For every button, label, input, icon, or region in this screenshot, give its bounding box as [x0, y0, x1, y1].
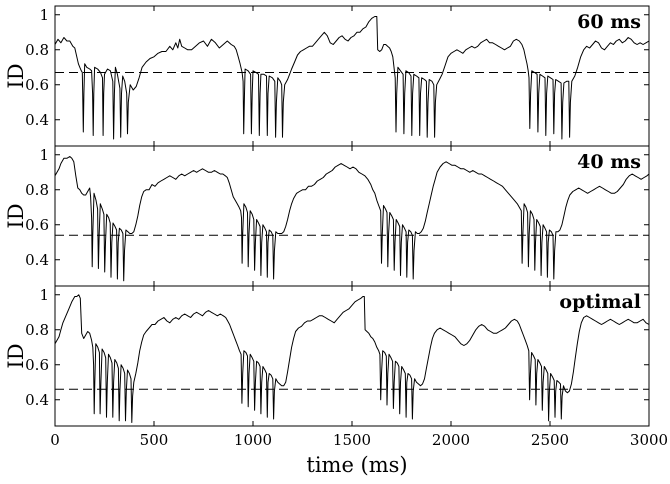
- y-tick-label: 0.8: [25, 41, 49, 59]
- y-tick-label: 0.4: [25, 391, 49, 409]
- y-tick-label: 0.8: [25, 321, 49, 339]
- y-axis-title: ID: [4, 203, 28, 228]
- y-axis-title: ID: [4, 63, 28, 88]
- x-axis-title: time (ms): [306, 453, 407, 477]
- panel-2: 0.4 0.6 0.8 1 ID optimal: [4, 285, 650, 427]
- panel-frame: [54, 5, 650, 147]
- y-tick-label: 1: [39, 286, 49, 304]
- y-tick-label: 1: [39, 6, 49, 24]
- series-line: [54, 16, 650, 140]
- y-tick-label: 0.8: [25, 181, 49, 199]
- x-tick-label: 0: [50, 431, 60, 449]
- y-tick-label: 0.6: [25, 356, 49, 374]
- y-tick-label: 1: [39, 146, 49, 164]
- y-tick-label: 0.4: [25, 111, 49, 129]
- panel-label: 40 ms: [577, 151, 641, 173]
- y-tick-label: 0.6: [25, 76, 49, 94]
- x-tick-label: 2000: [432, 431, 470, 449]
- y-axis-title: ID: [4, 343, 28, 368]
- x-tick-label: 1000: [234, 431, 272, 449]
- panel-label: 60 ms: [577, 11, 641, 33]
- x-tick-label: 2500: [531, 431, 569, 449]
- x-axis: 0 500 1000 1500 2000 2500 3000: [50, 431, 668, 449]
- panels: 0.4 0.6 0.8 1 ID 60 ms 0.4 0.6 0.8 1 ID 40 ms 0.4 0.6…: [4, 5, 650, 427]
- y-tick-label: 0.6: [25, 216, 49, 234]
- panel-0: 0.4 0.6 0.8 1 ID 60 ms: [4, 5, 650, 147]
- series-line: [54, 294, 650, 423]
- y-tick-label: 0.4: [25, 251, 49, 269]
- panel-label: optimal: [559, 291, 641, 313]
- series-line: [54, 156, 650, 282]
- x-tick-label: 500: [140, 431, 169, 449]
- panel-1: 0.4 0.6 0.8 1 ID 40 ms: [4, 145, 650, 287]
- x-tick-label: 1500: [333, 431, 371, 449]
- panel-frame: [54, 145, 650, 287]
- x-tick-label: 3000: [630, 431, 668, 449]
